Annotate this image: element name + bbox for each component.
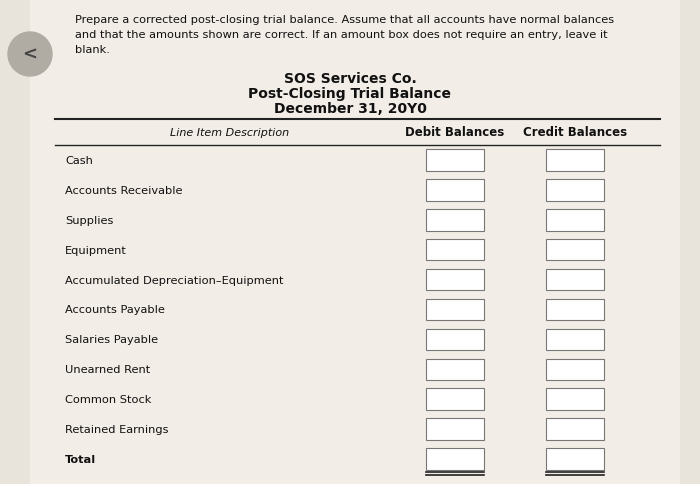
Text: Supplies: Supplies — [65, 215, 113, 226]
Text: Debit Balances: Debit Balances — [405, 126, 505, 139]
Bar — [546, 299, 604, 320]
Text: Accumulated Depreciation–Equipment: Accumulated Depreciation–Equipment — [65, 275, 284, 285]
Text: December 31, 20Y0: December 31, 20Y0 — [274, 102, 426, 116]
Text: Post-Closing Trial Balance: Post-Closing Trial Balance — [248, 87, 452, 101]
Text: Prepare a corrected post-closing trial balance. Assume that all accounts have no: Prepare a corrected post-closing trial b… — [75, 15, 614, 25]
Text: Line Item Description: Line Item Description — [170, 128, 290, 138]
Text: Cash: Cash — [65, 156, 93, 166]
Text: Accounts Receivable: Accounts Receivable — [65, 185, 183, 196]
Text: Accounts Payable: Accounts Payable — [65, 305, 165, 315]
Circle shape — [8, 33, 52, 77]
Bar — [546, 359, 604, 380]
Bar — [546, 329, 604, 350]
Text: Retained Earnings: Retained Earnings — [65, 424, 169, 434]
Bar — [546, 448, 604, 470]
Bar — [426, 419, 484, 440]
Bar — [426, 269, 484, 291]
Text: Salaries Payable: Salaries Payable — [65, 335, 158, 345]
Bar — [546, 419, 604, 440]
Bar — [426, 240, 484, 261]
Bar — [546, 240, 604, 261]
Text: Common Stock: Common Stock — [65, 394, 151, 405]
Bar — [426, 299, 484, 320]
Bar — [426, 329, 484, 350]
FancyBboxPatch shape — [30, 0, 680, 484]
Bar — [546, 150, 604, 171]
Text: Unearned Rent: Unearned Rent — [65, 364, 150, 375]
Text: <: < — [22, 46, 38, 64]
Text: SOS Services Co.: SOS Services Co. — [284, 72, 416, 86]
Bar — [426, 210, 484, 231]
Text: blank.: blank. — [75, 45, 110, 55]
Text: Total: Total — [65, 454, 97, 464]
Bar — [546, 210, 604, 231]
Bar — [426, 150, 484, 171]
Bar — [546, 389, 604, 410]
Bar — [546, 180, 604, 201]
Bar — [426, 359, 484, 380]
Bar — [546, 269, 604, 291]
Text: Credit Balances: Credit Balances — [523, 126, 627, 139]
Bar — [426, 448, 484, 470]
Text: Equipment: Equipment — [65, 245, 127, 255]
Bar — [426, 180, 484, 201]
Text: and that the amounts shown are correct. If an amount box does not require an ent: and that the amounts shown are correct. … — [75, 30, 608, 40]
Bar — [426, 389, 484, 410]
